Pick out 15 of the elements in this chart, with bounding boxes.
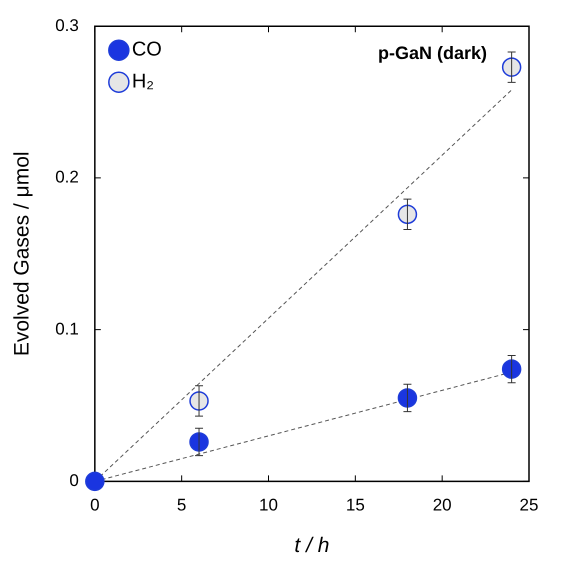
y-tick-label: 0 (69, 471, 79, 490)
legend-label: CO (132, 38, 162, 61)
x-tick-label: 15 (346, 495, 365, 514)
y-tick-label: 0.2 (55, 168, 79, 187)
x-tick-label: 0 (90, 495, 100, 514)
x-tick-label: 5 (176, 495, 186, 514)
y-tick-label: 0.3 (55, 16, 79, 35)
legend-label: H₂ (132, 70, 154, 93)
x-tick-label: 10 (259, 495, 278, 514)
x-tick-label: 20 (432, 495, 452, 514)
x-axis-title: t / h (294, 534, 330, 558)
y-tick-label: 0.1 (55, 319, 79, 338)
x-tick-label: 25 (520, 495, 538, 514)
y-axis-title: Evolved Gases / μmol (10, 151, 34, 356)
annotation: p-GaN (dark) (378, 43, 487, 64)
